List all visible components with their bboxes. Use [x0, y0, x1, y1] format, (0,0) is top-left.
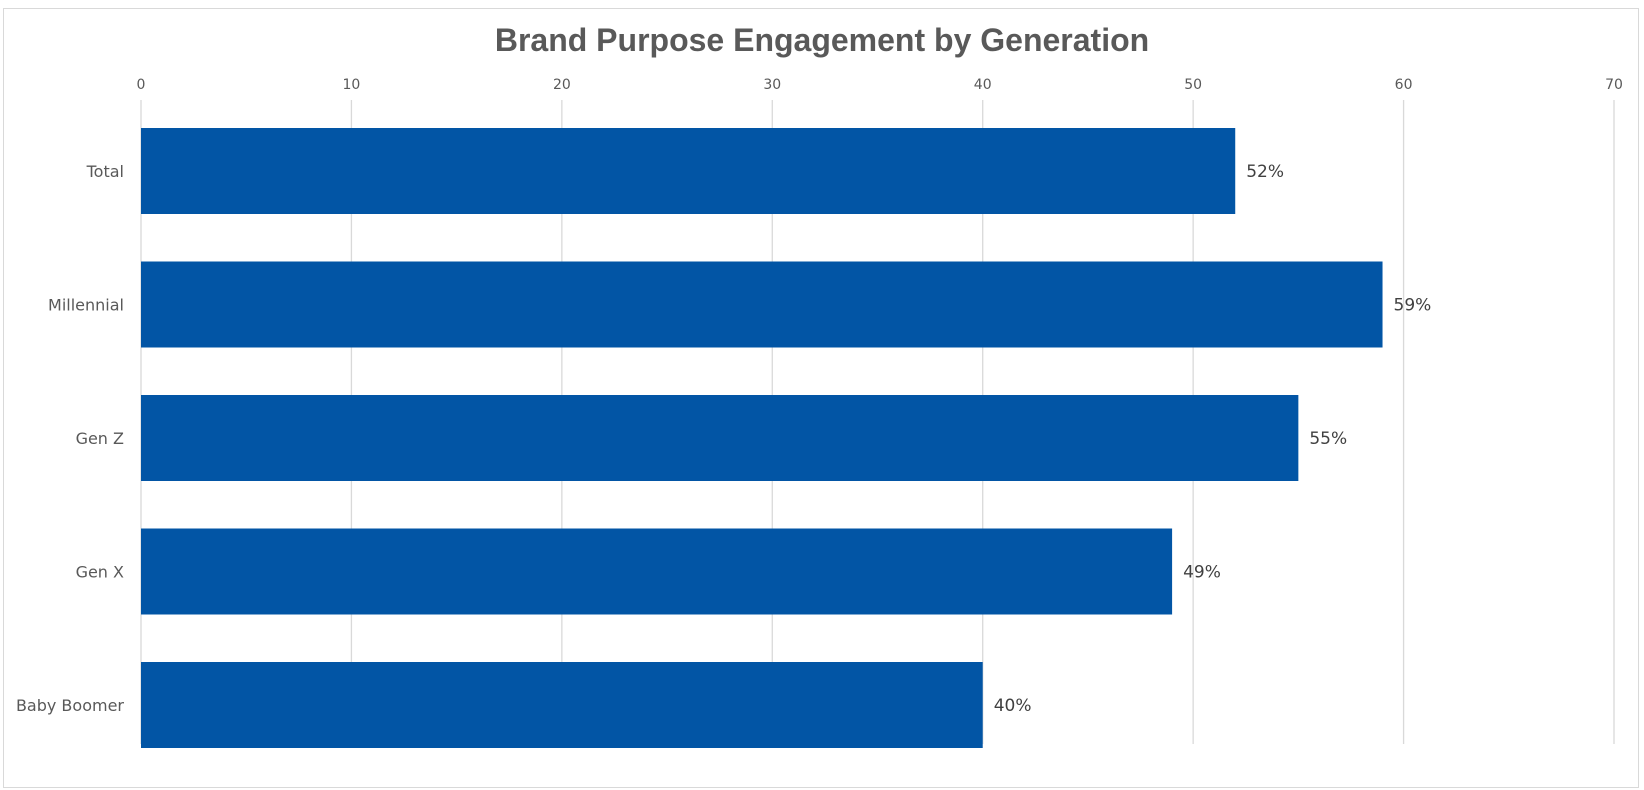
data-label: 40% — [994, 696, 1032, 716]
data-label: 49% — [1183, 563, 1221, 583]
category-label: Total — [86, 162, 124, 181]
bar — [141, 261, 1383, 348]
category-label: Baby Boomer — [16, 696, 124, 715]
x-tick-label: 20 — [553, 77, 571, 93]
bar — [141, 128, 1236, 214]
category-label: Millennial — [48, 296, 124, 315]
category-labels: Total Millennial Gen Z Gen X Baby Boomer — [16, 162, 124, 715]
data-label: 55% — [1309, 429, 1347, 449]
bar — [141, 662, 983, 748]
x-tick-label: 40 — [974, 77, 992, 93]
category-label: Gen Z — [76, 429, 124, 448]
bar — [141, 528, 1173, 615]
x-tick-label: 30 — [763, 77, 781, 93]
x-axis-ticks: 0 10 20 30 40 50 60 70 — [137, 77, 1623, 93]
x-tick-label: 10 — [343, 77, 361, 93]
data-label: 52% — [1246, 162, 1284, 182]
category-label: Gen X — [76, 563, 124, 582]
x-tick-label: 60 — [1395, 77, 1413, 93]
x-tick-label: 0 — [137, 77, 146, 93]
bars — [141, 128, 1383, 748]
bar — [141, 395, 1299, 481]
x-tick-label: 50 — [1184, 77, 1202, 93]
x-tick-label: 70 — [1605, 77, 1623, 93]
chart-title: Brand Purpose Engagement by Generation — [495, 22, 1149, 58]
data-label: 59% — [1394, 296, 1432, 316]
data-labels: 52% 59% 55% 49% 40% — [994, 162, 1432, 716]
